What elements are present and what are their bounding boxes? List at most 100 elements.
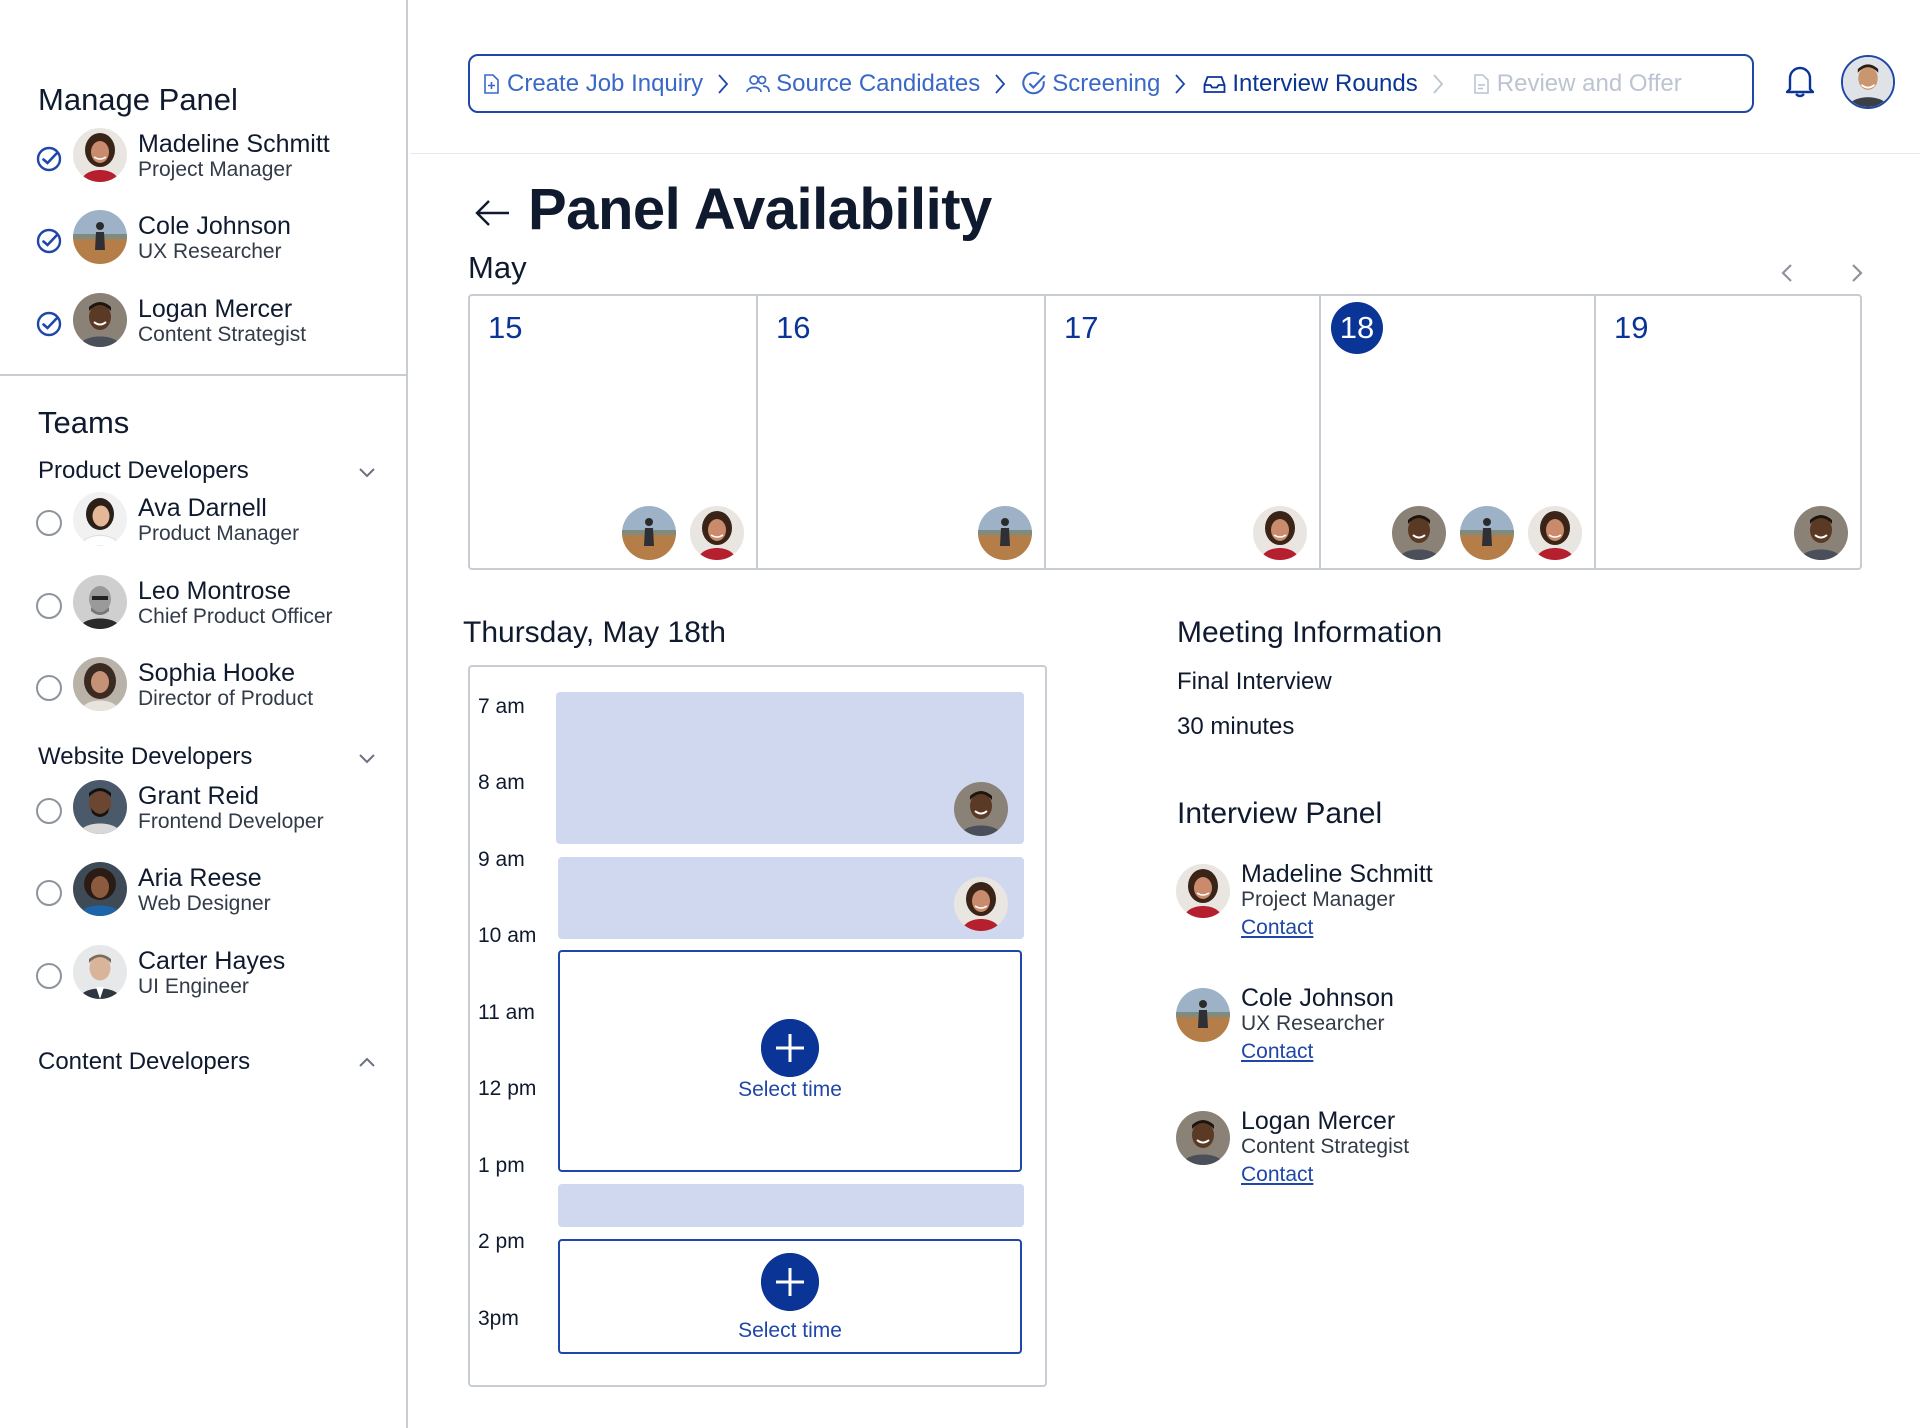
member-role: Frontend Developer [138,810,324,833]
select-radio[interactable] [36,593,62,619]
day-availability [1253,506,1307,560]
panel-member: Cole Johnson UX Researcher Contact [1176,984,1576,1074]
member-role: Web Designer [138,892,271,915]
select-radio[interactable] [36,510,62,536]
available-slot[interactable]: Select time [558,950,1022,1172]
check-circle-icon[interactable] [36,146,62,172]
member-role: Content Strategist [1241,1135,1410,1158]
panel-member: Madeline Schmitt Project Manager Contact [1176,860,1576,950]
avatar [1253,506,1307,560]
avatar [690,506,744,560]
team-member[interactable]: Aria Reese Web Designer [36,862,396,922]
calendar-day[interactable]: 16 [758,296,1046,568]
member-role: Content Strategist [138,323,307,346]
step-source-candidates[interactable]: Source Candidates [745,70,980,98]
select-radio[interactable] [36,880,62,906]
day-availability [978,506,1032,560]
week-calendar: 15 16 17 18 19 [468,294,1862,570]
selected-day-title: Thursday, May 18th [463,616,726,649]
team-group-header[interactable]: Website Developers [38,743,378,771]
hour-label: 10 am [478,924,537,947]
team-group-header[interactable]: Content Developers [38,1048,378,1076]
member-name: Logan Mercer [138,295,293,323]
manage-panel-member[interactable]: Cole Johnson UX Researcher [36,210,396,270]
plus-icon[interactable] [761,1019,819,1077]
member-name: Carter Hayes [138,947,286,975]
member-role: UI Engineer [138,975,249,998]
bell-icon[interactable] [1783,63,1817,99]
member-role: Project Manager [138,158,293,181]
day-schedule: 7 am 8 am 9 am 10 am 11 am 12 pm 1 pm 2 … [468,665,1047,1387]
step-create-job-inquiry[interactable]: Create Job Inquiry [480,70,703,98]
chevron-down-icon[interactable] [356,747,378,769]
avatar [73,945,127,999]
member-name: Leo Montrose [138,577,291,605]
member-name: Cole Johnson [138,212,291,240]
step-interview-rounds[interactable]: Interview Rounds [1202,70,1418,98]
team-member[interactable]: Sophia Hooke Director of Product [36,657,396,717]
calendar-day[interactable]: 19 [1596,296,1860,568]
select-radio[interactable] [36,963,62,989]
day-number: 17 [1064,310,1099,345]
hour-label: 7 am [478,695,525,718]
page-title: Panel Availability [528,177,992,242]
select-radio[interactable] [36,675,62,701]
check-circle-icon[interactable] [36,228,62,254]
avatar [1176,988,1230,1042]
avatar [978,506,1032,560]
chevron-right-icon[interactable] [1844,258,1870,288]
member-role: Project Manager [1241,888,1396,911]
calendar-day[interactable]: 17 [1046,296,1321,568]
manage-panel-member[interactable]: Madeline Schmitt Project Manager [36,128,396,188]
member-name: Madeline Schmitt [1241,860,1433,888]
step-label: Create Job Inquiry [507,69,704,97]
available-slot[interactable]: Select time [558,1239,1022,1354]
member-role: UX Researcher [1241,1012,1385,1035]
calendar-day[interactable]: 15 [470,296,758,568]
day-number: 16 [776,310,811,345]
manage-panel-member[interactable]: Logan Mercer Content Strategist [36,293,396,353]
user-avatar[interactable] [1841,55,1895,109]
chevron-left-icon[interactable] [1774,258,1800,288]
team-member[interactable]: Ava Darnell Product Manager [36,492,396,552]
member-role: Director of Product [138,687,314,710]
calendar-day-selected[interactable]: 18 [1321,296,1596,568]
day-number: 15 [488,310,523,345]
meeting-duration: 30 minutes [1177,713,1295,740]
step-review-and-offer[interactable]: Review and Offer [1460,70,1682,98]
team-member[interactable]: Carter Hayes UI Engineer [36,945,396,1005]
team-member[interactable]: Grant Reid Frontend Developer [36,780,396,840]
check-circle-icon[interactable] [36,311,62,337]
day-number: 18 [1331,302,1383,354]
month-label: May [468,250,527,285]
step-label: Review and Offer [1496,69,1682,97]
chevron-down-icon[interactable] [356,461,378,483]
select-time-label[interactable]: Select time [738,1319,842,1342]
hour-label: 11 am [478,1001,535,1024]
team-group-header[interactable]: Product Developers [38,457,378,485]
busy-block[interactable] [558,857,1024,939]
plus-icon[interactable] [761,1253,819,1311]
busy-block[interactable] [558,1184,1024,1227]
avatar [1392,506,1446,560]
contact-link[interactable]: Contact [1241,1040,1314,1063]
team-member[interactable]: Leo Montrose Chief Product Officer [36,575,396,635]
chevron-up-icon[interactable] [356,1052,378,1074]
avatar [1176,1111,1230,1165]
avatar [954,877,1008,931]
member-name: Ava Darnell [138,494,267,522]
avatar [1794,506,1848,560]
select-time-label[interactable]: Select time [738,1078,842,1101]
day-number: 19 [1614,310,1649,345]
contact-link[interactable]: Contact [1241,916,1314,939]
contact-link[interactable]: Contact [1241,1163,1314,1186]
step-screening[interactable]: Screening [1022,70,1160,98]
step-label: Source Candidates [776,69,981,97]
member-name: Sophia Hooke [138,659,296,687]
member-role: Chief Product Officer [138,605,333,628]
hour-label: 2 pm [478,1230,525,1253]
busy-block[interactable] [556,692,1024,844]
hour-label: 12 pm [478,1077,537,1100]
back-arrow-icon[interactable] [472,193,512,233]
select-radio[interactable] [36,798,62,824]
